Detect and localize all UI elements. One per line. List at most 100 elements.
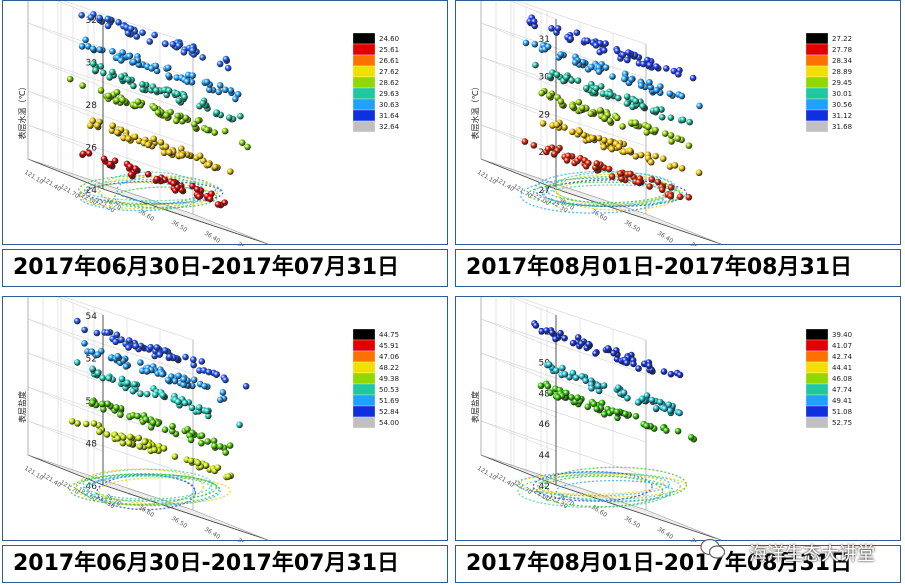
data-point bbox=[574, 77, 582, 84]
data-point bbox=[242, 382, 250, 390]
grid-line bbox=[480, 124, 557, 156]
data-point bbox=[678, 92, 686, 100]
axis-line bbox=[645, 509, 722, 541]
data-point bbox=[610, 349, 617, 357]
data-point bbox=[114, 435, 122, 442]
z-axis-title: 表层水温（℃） bbox=[17, 83, 27, 140]
data-point bbox=[188, 404, 196, 412]
data-point bbox=[679, 116, 687, 124]
data-point bbox=[658, 113, 666, 121]
data-point bbox=[115, 18, 122, 26]
axis-line bbox=[555, 484, 722, 541]
data-point bbox=[202, 462, 210, 469]
data-point bbox=[213, 371, 221, 378]
data-point bbox=[572, 374, 580, 381]
legend-label: 52.75 bbox=[832, 419, 852, 427]
data-point bbox=[593, 160, 601, 167]
data-point bbox=[137, 359, 144, 366]
data-point bbox=[159, 391, 167, 399]
data-point bbox=[219, 389, 227, 396]
data-point bbox=[174, 398, 182, 406]
data-point bbox=[622, 410, 629, 418]
grid-line bbox=[57, 466, 224, 523]
data-point bbox=[104, 329, 111, 336]
floor-projection-ring bbox=[517, 474, 671, 509]
data-point bbox=[671, 162, 679, 169]
data-point bbox=[131, 380, 138, 388]
data-point bbox=[199, 99, 207, 107]
data-point bbox=[193, 185, 201, 193]
data-point bbox=[126, 433, 134, 441]
data-point bbox=[96, 46, 104, 53]
grid-line bbox=[27, 386, 104, 418]
data-point bbox=[643, 392, 651, 399]
legend-swatch bbox=[352, 109, 376, 122]
data-point bbox=[563, 389, 570, 397]
legend-label: 30.56 bbox=[832, 101, 853, 109]
data-point bbox=[554, 394, 562, 401]
data-point bbox=[66, 75, 74, 83]
data-point bbox=[551, 150, 558, 158]
data-point bbox=[667, 192, 675, 200]
data-point bbox=[162, 40, 169, 48]
data-point bbox=[85, 150, 93, 157]
data-point bbox=[646, 79, 653, 86]
data-point bbox=[84, 43, 92, 50]
data-point bbox=[153, 344, 161, 351]
data-point bbox=[545, 92, 553, 100]
grid-line bbox=[480, 420, 557, 452]
floor-projection-ring bbox=[551, 171, 677, 205]
data-point bbox=[160, 445, 168, 452]
data-point bbox=[165, 87, 173, 94]
grid-line bbox=[27, 318, 104, 350]
data-point bbox=[141, 438, 149, 446]
data-point bbox=[624, 56, 631, 64]
data-point bbox=[181, 93, 188, 101]
grid-line bbox=[27, 420, 194, 477]
grid-line bbox=[480, 90, 557, 122]
legend-label: 52.84 bbox=[379, 408, 400, 416]
data-point bbox=[689, 74, 697, 82]
data-point bbox=[618, 175, 626, 183]
panel-2: 3130292827表层水温（℃）121.10121.40121.70122.0… bbox=[455, 0, 903, 287]
legend-swatch bbox=[805, 76, 829, 89]
data-point bbox=[109, 48, 116, 55]
grid-line bbox=[495, 460, 662, 517]
data-point bbox=[623, 93, 631, 100]
data-point bbox=[635, 365, 642, 372]
data-point bbox=[191, 120, 198, 128]
grid-line bbox=[27, 352, 104, 384]
data-point bbox=[226, 442, 234, 449]
legend-label: 41.07 bbox=[832, 342, 852, 350]
data-point bbox=[130, 58, 137, 66]
grid-line bbox=[510, 170, 677, 227]
data-point bbox=[168, 427, 176, 435]
z-tick-label: 32 bbox=[86, 16, 97, 26]
data-point bbox=[661, 130, 669, 137]
data-point bbox=[237, 112, 244, 120]
data-point bbox=[166, 353, 173, 361]
data-point bbox=[531, 40, 539, 48]
data-point bbox=[652, 63, 660, 70]
data-point bbox=[590, 400, 598, 408]
data-point bbox=[588, 385, 595, 392]
data-point bbox=[637, 82, 645, 89]
watermark-text: 海洋生态大讲堂 bbox=[749, 544, 875, 565]
legend-swatch bbox=[352, 54, 376, 67]
data-point bbox=[601, 114, 609, 122]
data-point bbox=[539, 120, 547, 127]
data-point bbox=[635, 179, 643, 186]
grid-line bbox=[480, 352, 557, 384]
data-point bbox=[601, 136, 608, 144]
floor-projection-ring bbox=[534, 170, 676, 207]
data-point bbox=[135, 434, 143, 442]
data-point bbox=[561, 370, 569, 378]
data-point bbox=[205, 161, 212, 169]
data-point bbox=[587, 110, 595, 118]
data-point bbox=[175, 42, 183, 50]
data-point bbox=[105, 92, 112, 100]
data-point bbox=[136, 443, 144, 450]
data-point bbox=[628, 76, 635, 83]
data-point bbox=[162, 143, 170, 151]
legend-label: 48.22 bbox=[379, 364, 399, 372]
